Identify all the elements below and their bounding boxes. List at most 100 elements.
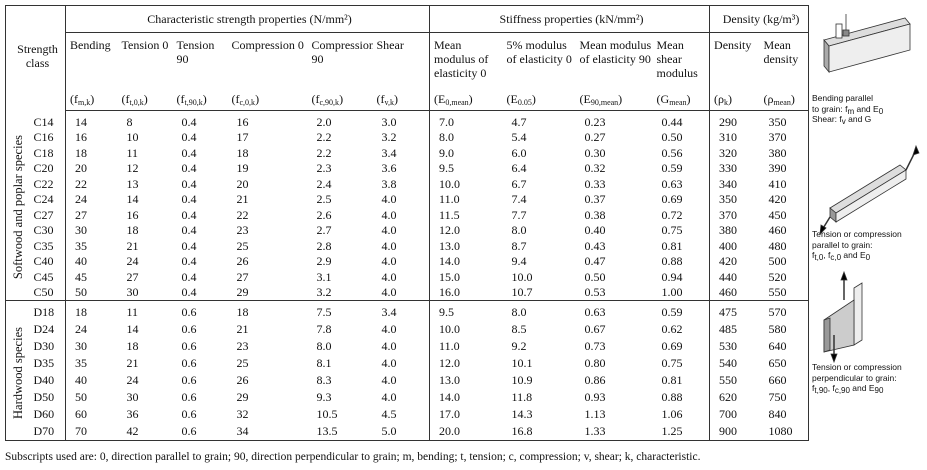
cell-value: 8.0	[502, 300, 576, 322]
cell-value: 7.7	[511, 207, 527, 222]
cell-value: 14	[65, 110, 118, 130]
cell-value: 0.38	[584, 207, 606, 222]
cell-value: 0.47	[584, 254, 606, 268]
cell-value: 0.63	[575, 300, 653, 322]
symbol-text: )	[202, 92, 207, 106]
table-row: D40 40 24 0.6 26 8.3 4.0 13.0 10.9 0.86 0.81 550 660	[6, 372, 809, 390]
cell-value: 2.9	[316, 254, 332, 268]
symbol-text: )	[686, 92, 691, 106]
strength-table: Strength class Characteristic strength pr…	[5, 5, 810, 441]
cell-value: 0.6	[181, 372, 197, 387]
cell-value: 550	[768, 285, 787, 299]
cell-value: 540	[709, 355, 760, 373]
table-row: C24 24 14 0.4 21 2.5 4.0 11.0 7.4 0.37 0.69 350 420	[6, 192, 809, 208]
cell-value: 3.4	[381, 145, 397, 160]
column-symbol: (fm,k)	[65, 88, 118, 111]
cell-value: 0.4	[181, 192, 197, 206]
cell-value: 4.0	[381, 372, 397, 387]
cell-value: 700	[709, 406, 760, 424]
cell-value: 5.4	[511, 130, 527, 144]
column-symbol: (E0.05)	[502, 88, 576, 111]
caption-text: , f	[823, 250, 831, 260]
table-row: D70 70 42 0.6 34 13.5 5.0 20.0 16.8 1.33 1.25 900 10…	[6, 423, 809, 441]
cell-value: 0.4	[181, 115, 197, 129]
cell-value: 8.7	[511, 238, 527, 253]
column-name: 5% modulus of elasticity 0	[506, 38, 572, 66]
cell-value: 640	[768, 338, 787, 353]
symbol-text: )	[468, 92, 473, 106]
cell-value: 30	[126, 389, 139, 404]
column-name: Mean shear modulus	[656, 38, 698, 80]
cell-value: 2.3	[316, 161, 332, 175]
cell-value: 0.4	[181, 145, 197, 160]
cell-value: 24	[65, 192, 118, 208]
caption-text: and G	[845, 114, 872, 124]
cell-value: 9.5	[429, 300, 503, 322]
column-name: Shear	[376, 38, 404, 52]
cell-value: 460	[768, 223, 787, 237]
cell-value: 11.0	[429, 338, 503, 356]
cell-value: 0.6	[172, 300, 228, 322]
symbol-subscript: c,90,k	[319, 98, 340, 107]
cell-value: 2.4	[316, 176, 332, 191]
table-row: C20 20 12 0.4 19 2.3 3.6 9.5 6.4 0.32 0.59 330 390	[6, 161, 809, 177]
cell-value: 0.62	[661, 321, 683, 336]
cell-value: 4.0	[381, 389, 397, 404]
symbol-subscript: mean	[773, 98, 791, 107]
cell-value: 60	[65, 406, 118, 424]
column-symbol: (ft,0,k)	[117, 88, 173, 111]
caption-line: Shear: fv and G	[812, 114, 924, 126]
cell-value: 11	[117, 300, 173, 322]
cell-value: 20	[65, 161, 118, 177]
caption-subscript: c,90	[834, 386, 850, 395]
cell-value: 9.2	[511, 338, 527, 353]
cell-value: 370	[709, 207, 760, 223]
cell-value: 380	[768, 145, 787, 160]
cell-value: 18	[236, 145, 249, 160]
caption-line: perpendicular to grain:	[812, 373, 924, 384]
cell-value: 0.6	[181, 321, 197, 336]
cell-value: 0.37	[584, 192, 606, 206]
cell-value: 0.44	[661, 115, 683, 129]
cell-value: 440	[709, 269, 760, 285]
cell-value: 30	[65, 338, 118, 356]
caption-subscript: 0	[878, 106, 884, 116]
cell-value: 9.5	[429, 161, 503, 177]
caption-line: Bending parallel	[812, 93, 924, 104]
cell-value: 35	[65, 355, 118, 373]
table-row: D50 50 30 0.6 29 9.3 4.0 14.0 11.8 0.93 0.88 620 750	[6, 389, 809, 407]
strength-class: C14	[33, 114, 54, 129]
cell-value: 34	[236, 423, 249, 438]
cell-value: 320	[709, 145, 760, 161]
strength-class: D18	[29, 300, 66, 322]
cell-value: 2.2	[316, 130, 332, 144]
caption-line: ft,0, fc,0 and E0	[812, 250, 924, 262]
cell-value: 420	[768, 192, 787, 206]
cell-value: 25	[236, 355, 249, 370]
symbol-text: (f	[176, 92, 185, 106]
strength-class: C20	[33, 161, 54, 175]
cell-value: 26	[236, 372, 249, 387]
caption-line: Tension or compression	[812, 229, 924, 240]
caption-text: , f	[827, 383, 835, 393]
symbol-subscript: 0,mean	[445, 98, 469, 107]
strength-class: D60	[33, 406, 55, 421]
cell-value: 9.3	[316, 389, 332, 404]
cell-value: 18	[126, 223, 139, 237]
strength-class: D40	[33, 372, 55, 387]
cell-value: 370	[768, 130, 787, 144]
cell-value: 40	[65, 254, 118, 270]
caption-text: and E	[854, 103, 879, 114]
caption-line: to grain: fm and E0	[812, 103, 924, 116]
symbol-text: )	[728, 92, 733, 106]
group-header: Density (kg/m³)	[709, 5, 809, 33]
cell-value: 530	[709, 338, 760, 356]
column-name: Mean density	[763, 38, 799, 66]
cell-value: 0.50	[584, 269, 606, 284]
cell-value: 13.0	[429, 372, 503, 390]
cell-value: 4.0	[381, 321, 397, 336]
cell-value: 1080	[768, 423, 793, 438]
cell-value: 0.4	[181, 238, 197, 253]
symbol-text: (f	[70, 92, 78, 106]
cell-value: 12.0	[429, 355, 503, 373]
